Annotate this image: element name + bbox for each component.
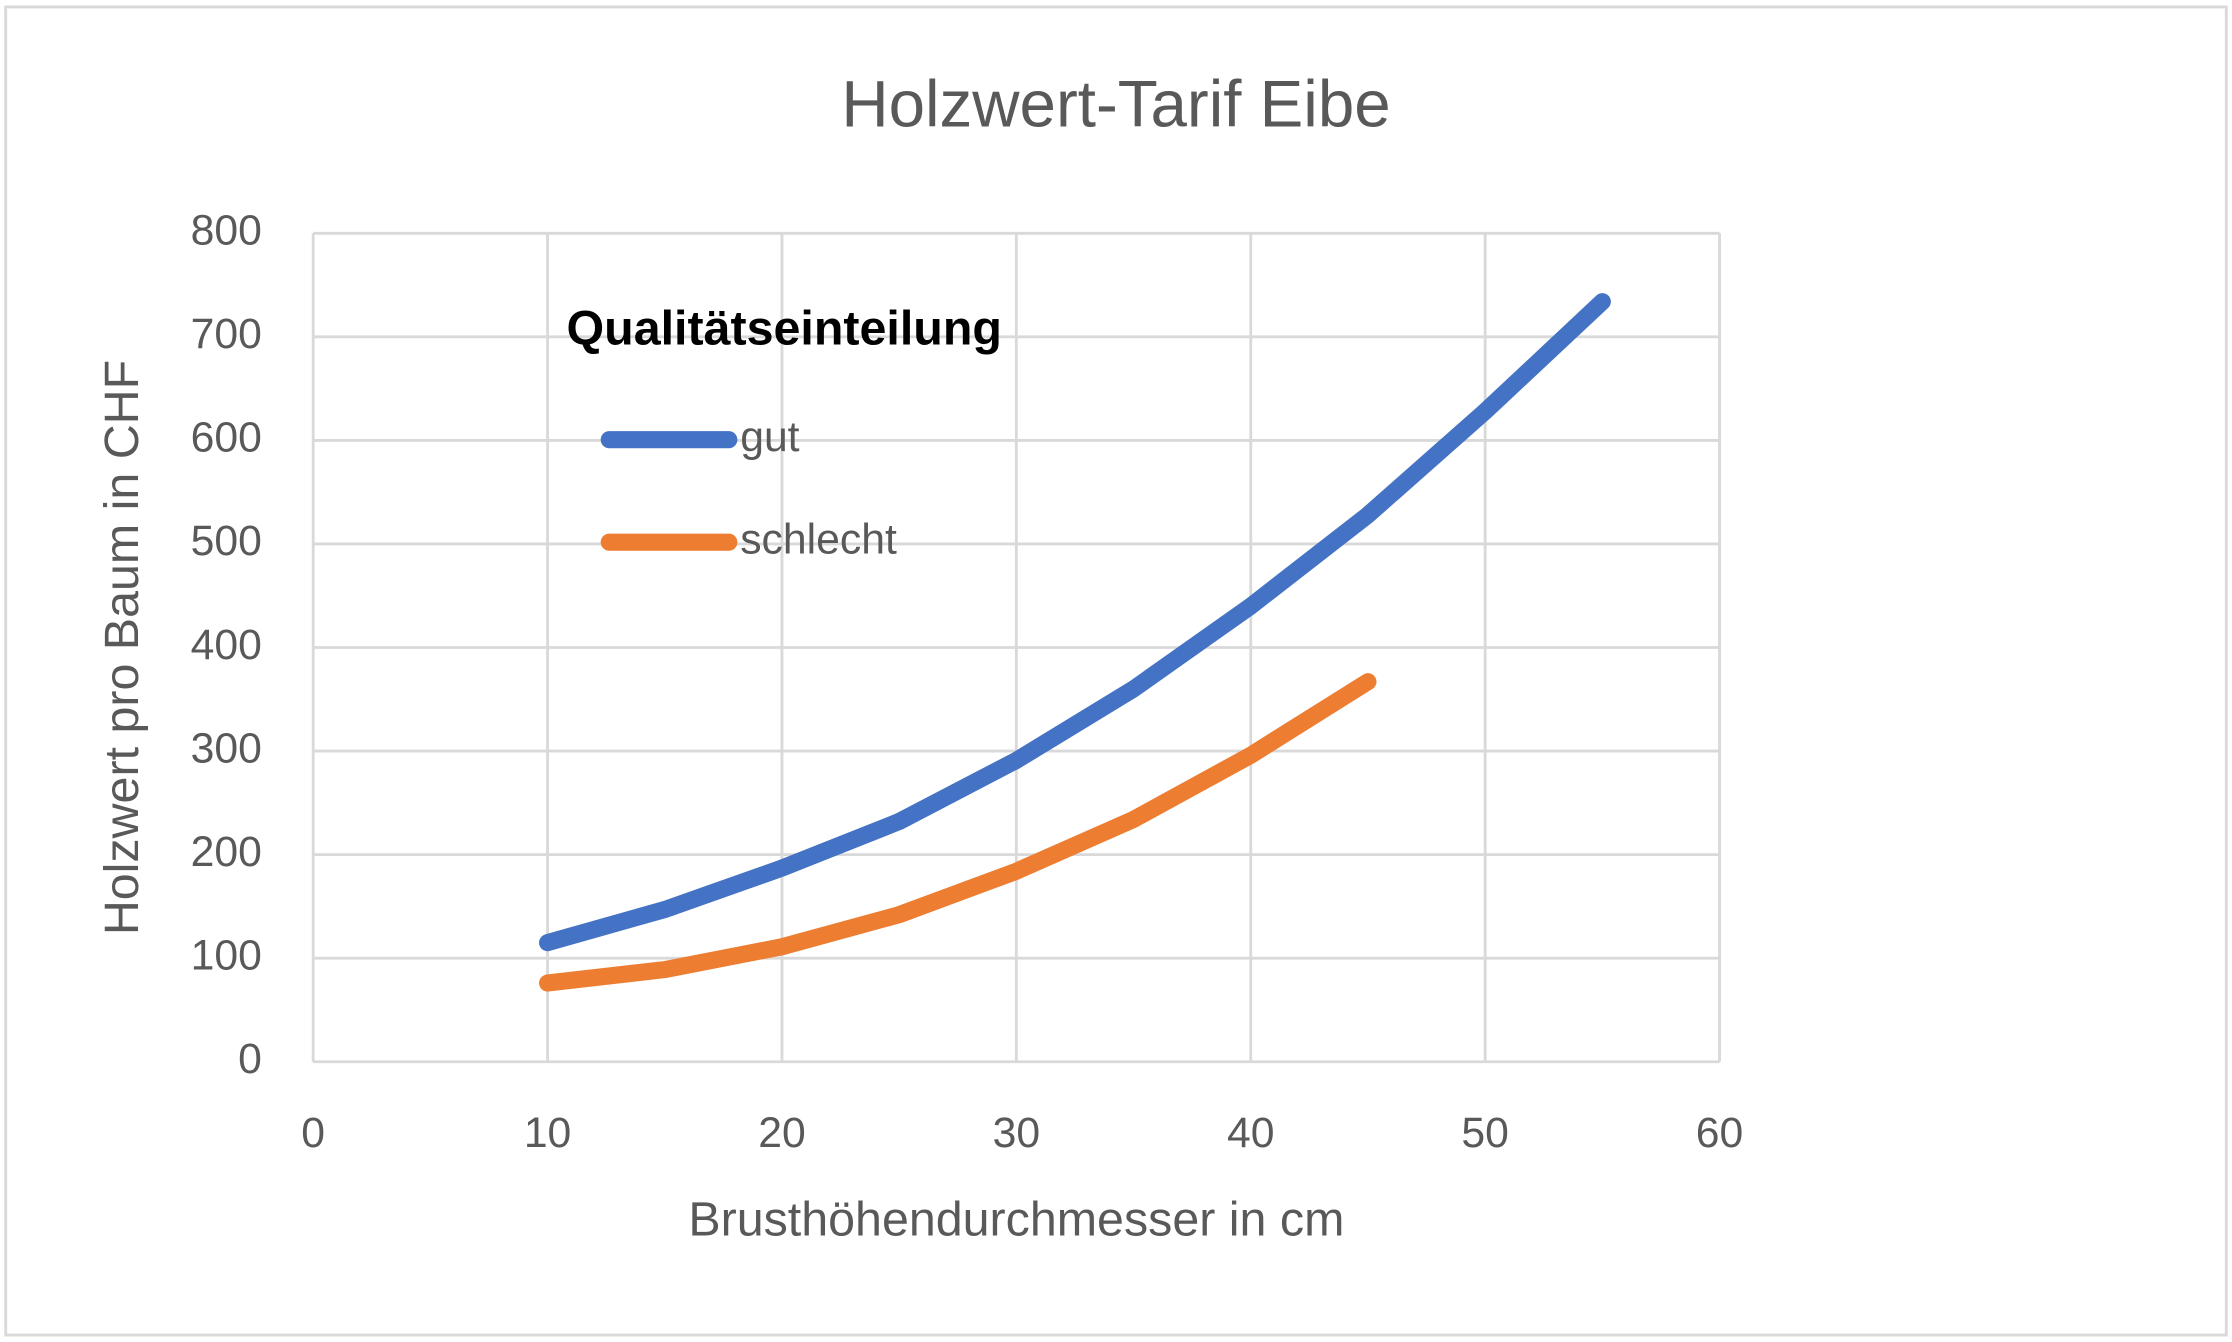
chart-title: Holzwert-Tarif Eibe	[841, 68, 1390, 141]
y-axis-label: Holzwert pro Baum in CHF	[95, 360, 149, 935]
y-tick-label: 200	[191, 828, 262, 876]
legend-label: schlecht	[740, 515, 897, 563]
x-axis-label: Brusthöhendurchmesser in cm	[688, 1192, 1344, 1246]
y-tick-label: 0	[238, 1035, 262, 1083]
x-tick-label: 50	[1461, 1109, 1508, 1157]
y-tick-label: 800	[191, 207, 262, 255]
x-tick-label: 0	[301, 1109, 325, 1157]
y-tick-label: 100	[191, 931, 262, 979]
y-tick-label: 400	[191, 621, 262, 669]
legend-label: gut	[740, 413, 799, 461]
line-series	[539, 673, 1377, 992]
legend-title: Qualitätseinteilung	[567, 301, 1002, 355]
x-tick-label: 60	[1696, 1109, 1743, 1157]
y-tick-label: 700	[191, 310, 262, 358]
x-tick-label: 30	[993, 1109, 1040, 1157]
line-series	[539, 293, 1611, 952]
y-tick-label: 500	[191, 517, 262, 565]
y-tick-label: 300	[191, 724, 262, 772]
x-tick-label: 40	[1227, 1109, 1274, 1157]
x-tick-label: 10	[524, 1109, 571, 1157]
y-tick-label: 600	[191, 414, 262, 462]
x-tick-label: 20	[758, 1109, 805, 1157]
chart-frame	[4, 5, 2228, 1337]
